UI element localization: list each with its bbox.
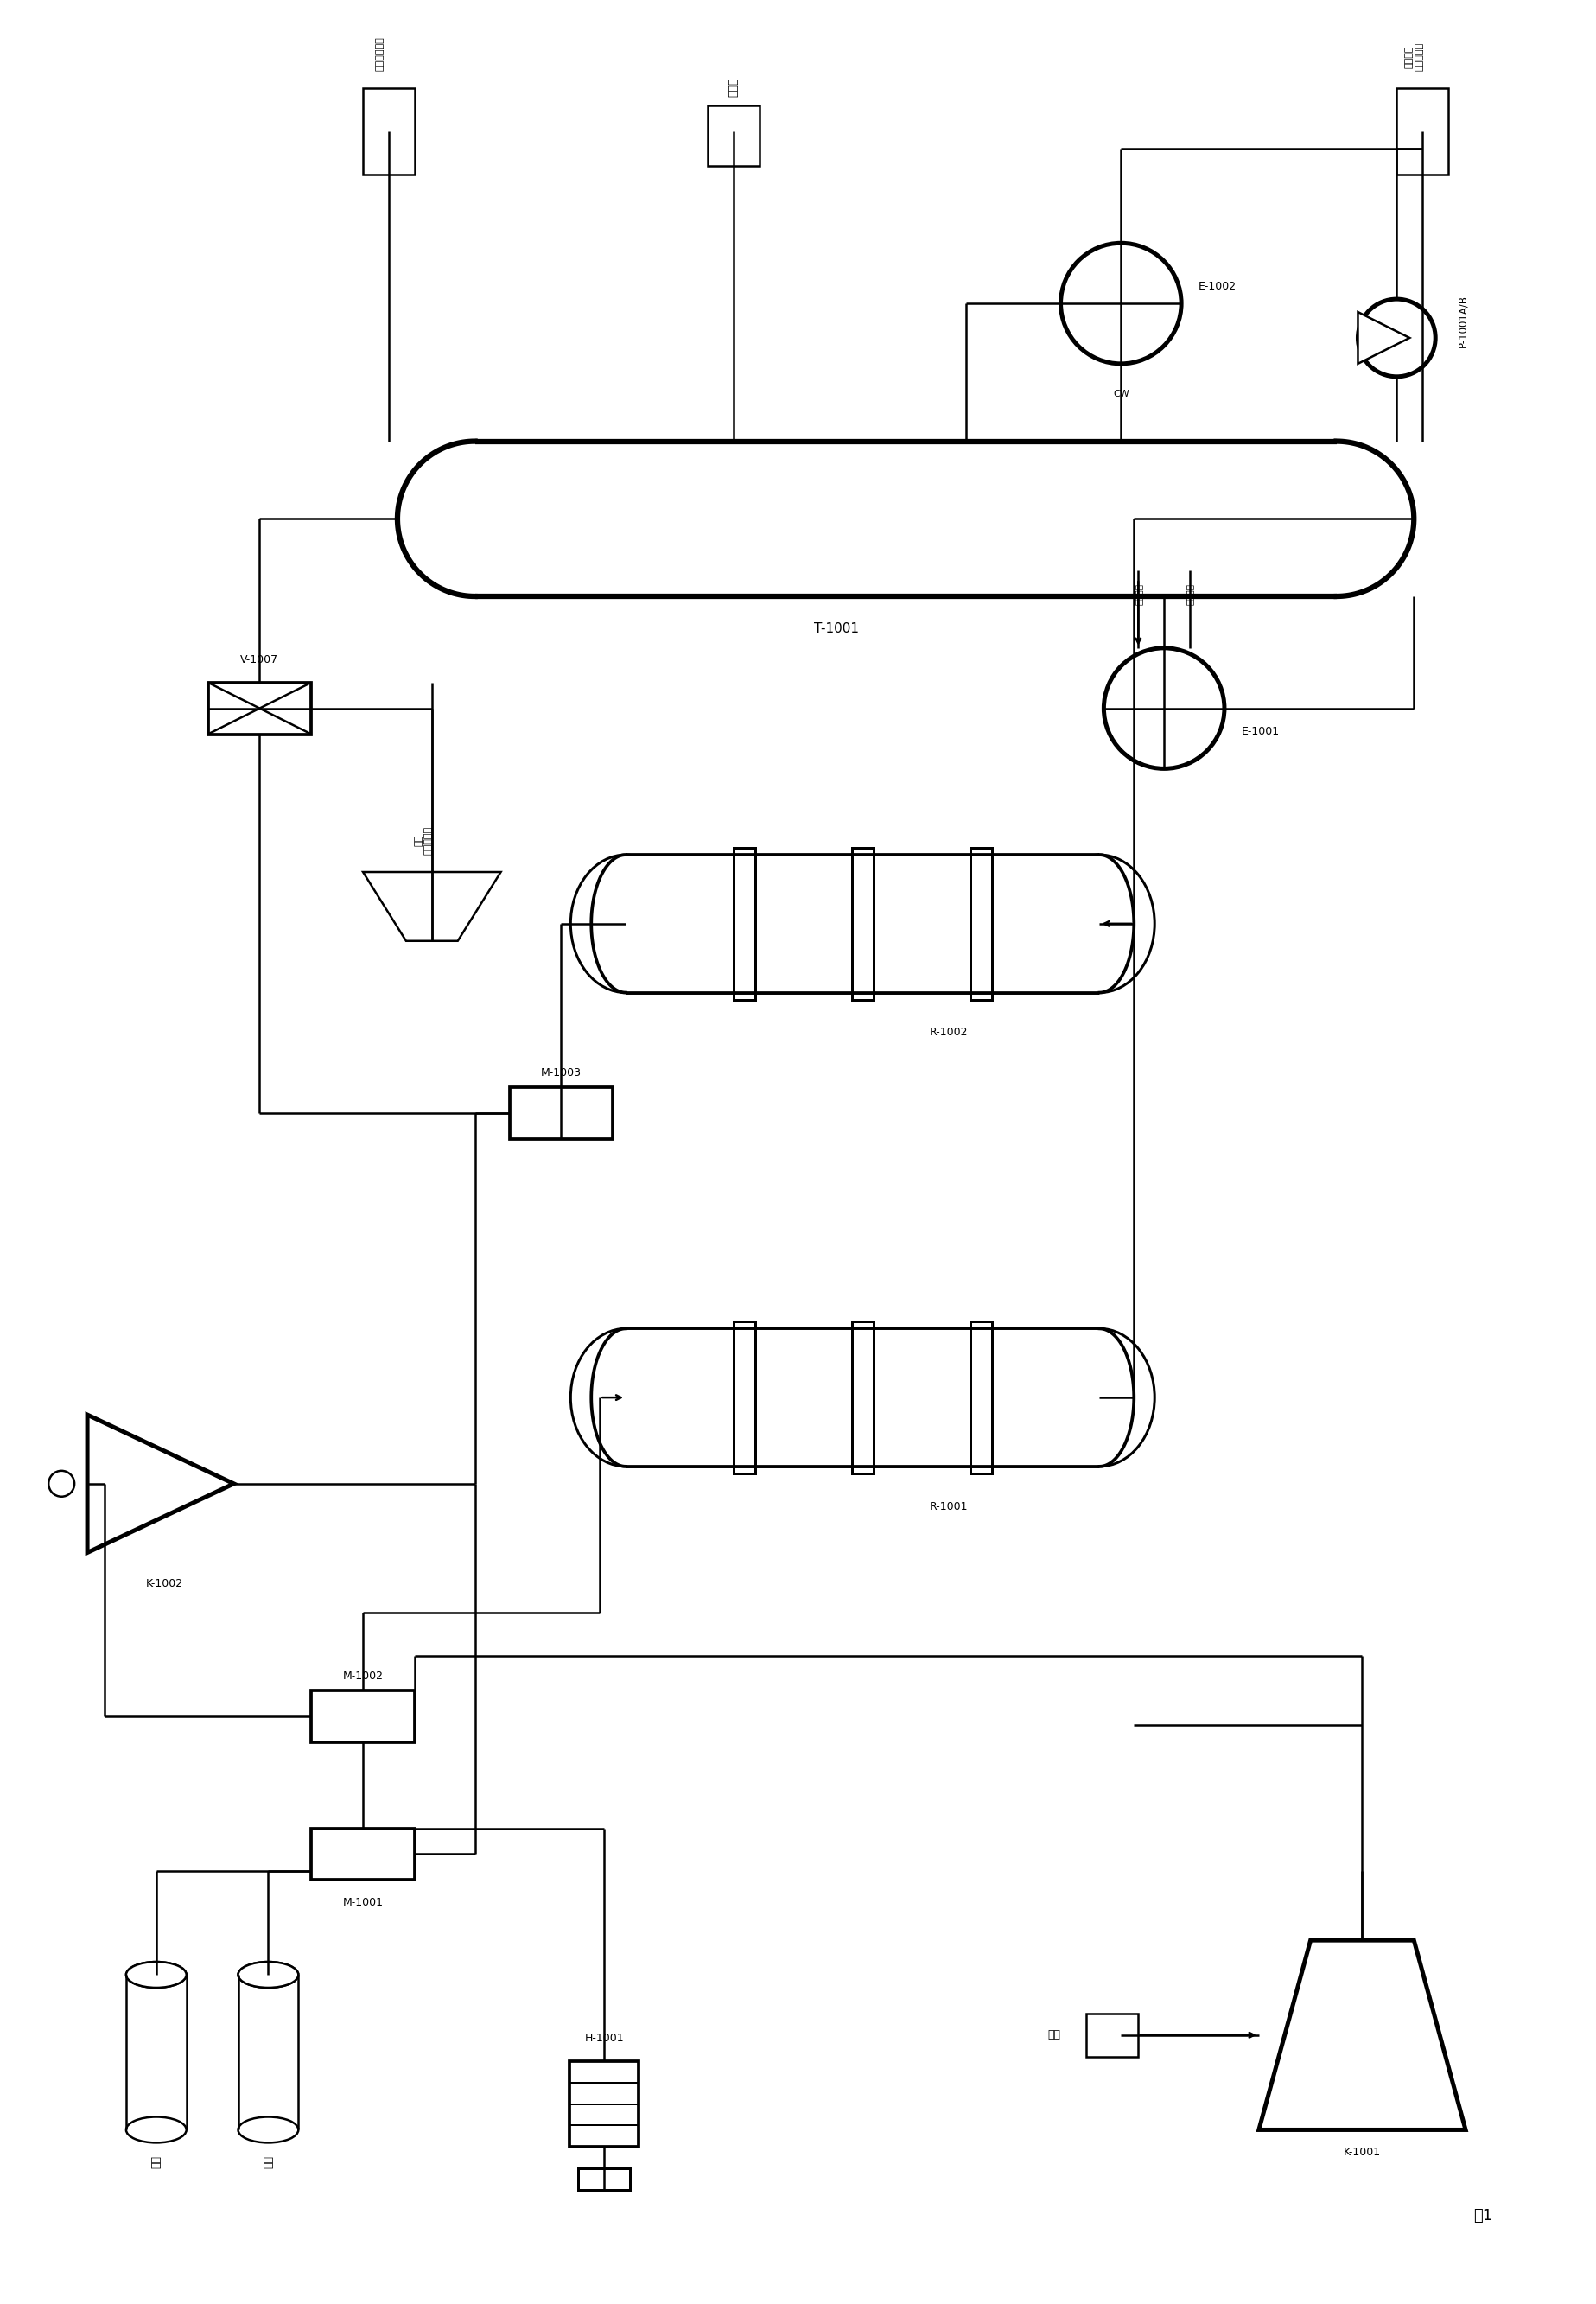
Bar (1396, 88, 1448, 175)
Bar (970, 848, 991, 1000)
Bar (852, 1322, 873, 1472)
Bar (626, 1329, 1100, 1465)
Polygon shape (88, 1415, 233, 1553)
Bar (311, 1829, 415, 1880)
Bar (707, 106, 760, 166)
Bar (734, 848, 755, 1000)
Bar (207, 682, 311, 735)
Text: 丙烯: 丙烯 (150, 2157, 161, 2168)
Text: K-1001: K-1001 (1344, 2147, 1381, 2159)
Bar (626, 855, 1100, 993)
Text: H-1001: H-1001 (584, 2032, 624, 2044)
Text: 锅炉给水: 锅炉给水 (1186, 583, 1194, 606)
Text: M-1003: M-1003 (541, 1067, 581, 1078)
Text: 废水
至废水单元: 废水 至废水单元 (413, 827, 433, 855)
Bar (362, 88, 415, 175)
Ellipse shape (126, 1961, 187, 1988)
Polygon shape (362, 871, 501, 940)
Bar (970, 1322, 991, 1472)
Bar (734, 1322, 755, 1472)
Bar (509, 1087, 613, 1138)
Polygon shape (1259, 1940, 1465, 2129)
Text: E-1001: E-1001 (1242, 726, 1280, 737)
Text: R-1001: R-1001 (929, 1500, 967, 1511)
Bar (570, 2060, 638, 2147)
Text: 蠢汽: 蠢汽 (263, 2157, 275, 2168)
Ellipse shape (238, 1961, 298, 1988)
Text: V-1007: V-1007 (241, 654, 279, 666)
Text: 洗涤液: 洗涤液 (728, 78, 739, 97)
Bar (311, 1691, 415, 1742)
Text: K-1002: K-1002 (147, 1578, 184, 1590)
Polygon shape (1358, 311, 1409, 364)
Text: CW: CW (1112, 389, 1128, 399)
Text: 偷化裂解单元: 偷化裂解单元 (377, 37, 385, 71)
Text: P-1001A/B: P-1001A/B (1457, 295, 1468, 348)
Text: 图1: 图1 (1473, 2207, 1492, 2223)
Text: 空气: 空气 (1047, 2030, 1061, 2041)
Text: E-1002: E-1002 (1199, 281, 1237, 293)
Text: 低压蠢汽: 低压蠢汽 (1133, 583, 1143, 606)
Bar (852, 848, 873, 1000)
Bar (1087, 2014, 1138, 2057)
Text: M-1002: M-1002 (343, 1670, 383, 1682)
Text: R-1002: R-1002 (929, 1028, 967, 1039)
Text: 粗丙烯酸
去精制单元: 粗丙烯酸 去精制单元 (1404, 41, 1424, 71)
Bar (578, 2168, 630, 2191)
Text: M-1001: M-1001 (343, 1896, 383, 1908)
Text: T-1001: T-1001 (814, 622, 859, 636)
